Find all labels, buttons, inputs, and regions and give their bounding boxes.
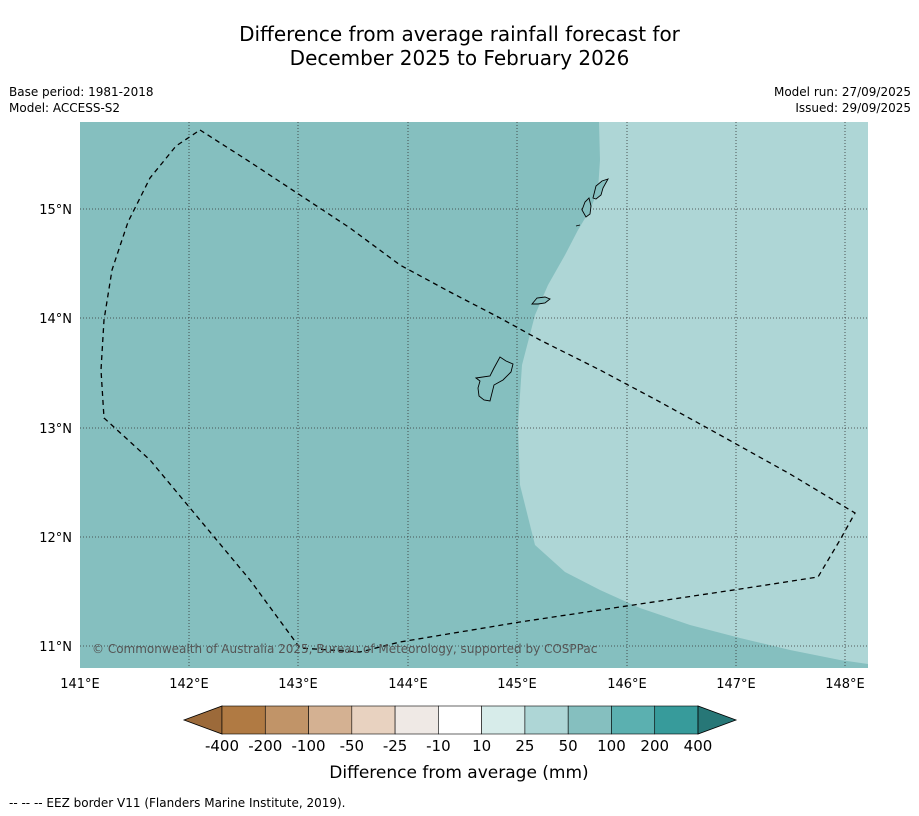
colorbar-tick-label: 50 — [559, 737, 578, 755]
colorbar-tick-label: 100 — [597, 737, 626, 755]
island-rota — [531, 296, 551, 305]
colorbar-tick-label: -50 — [340, 737, 365, 755]
colorbar-tick-label: 200 — [640, 737, 669, 755]
colorbar-tick-label: 400 — [684, 737, 713, 755]
colorbar-box — [611, 705, 656, 735]
island-guam — [474, 356, 514, 402]
island-saipan — [592, 178, 609, 200]
title-line-1: Difference from average rainfall forecas… — [239, 22, 680, 46]
colorbar-tick-label: -200 — [248, 737, 282, 755]
colorbar-box — [221, 705, 266, 735]
colorbar-box — [567, 705, 612, 735]
map-panel: © Commonwealth of Australia 2025, Bureau… — [80, 122, 868, 668]
colorbar-box — [394, 705, 439, 735]
base-period-label: Base period: 1981-2018 — [9, 85, 154, 99]
colorbar-box — [654, 705, 699, 735]
lon-tick-148: 148°E — [825, 677, 865, 692]
colorbar-box — [438, 705, 482, 735]
meta-right: Model run: 27/09/2025 Issued: 29/09/2025 — [774, 84, 911, 116]
lon-tick-labels: 141°E 142°E 143°E 144°E 145°E 146°E 147°… — [60, 677, 865, 692]
lon-tick-146: 146°E — [607, 677, 647, 692]
islands — [474, 178, 609, 402]
colorbar-labels: -400 -200 -100 -50 -25 -10 10 25 50 100 200 400 — [205, 737, 712, 755]
chart-title: Difference from average rainfall forecas… — [0, 22, 919, 70]
model-run-label: Model run: 27/09/2025 — [773, 85, 911, 99]
island-tinian — [581, 197, 592, 218]
lat-tick-labels: 15°N 14°N 13°N 12°N 11°N — [39, 203, 72, 655]
colorbar-tick-label: -400 — [205, 737, 239, 755]
lon-tick-147: 147°E — [716, 677, 756, 692]
lat-tick-14: 14°N — [39, 312, 72, 327]
colorbar-extend-high — [697, 705, 738, 735]
graticule — [80, 122, 868, 668]
copyright-notice: © Commonwealth of Australia 2025, Bureau… — [92, 642, 597, 656]
model-label: Model: ACCESS-S2 — [9, 101, 121, 115]
lon-tick-145: 145°E — [497, 677, 537, 692]
map-region-band-25-50 — [518, 122, 868, 664]
lat-tick-13: 13°N — [39, 422, 72, 437]
issued-label: Issued: 29/09/2025 — [795, 101, 911, 115]
lat-tick-12: 12°N — [39, 531, 72, 546]
colorbar-tick-label: 25 — [515, 737, 534, 755]
colorbar-tick-label: -10 — [426, 737, 451, 755]
colorbar-tick-label: 10 — [472, 737, 491, 755]
colorbar-box — [308, 705, 353, 735]
colorbar — [182, 705, 738, 735]
lat-tick-15: 15°N — [39, 203, 72, 218]
eez-border — [100, 129, 856, 653]
lon-tick-141: 141°E — [60, 677, 100, 692]
lon-tick-144: 144°E — [388, 677, 428, 692]
colorbar-extend-low — [182, 705, 223, 735]
colorbar-box — [524, 705, 569, 735]
colorbar-title: Difference from average (mm) — [329, 763, 588, 783]
colorbar-box — [481, 705, 526, 735]
eez-legend-note: -- -- -- EEZ border V11 (Flanders Marine… — [9, 796, 346, 810]
lat-tick-11: 11°N — [39, 640, 72, 655]
colorbar-box — [264, 705, 309, 735]
title-line-2: December 2025 to February 2026 — [289, 46, 630, 70]
colorbar-tick-label: -100 — [292, 737, 326, 755]
meta-left: Base period: 1981-2018 Model: ACCESS-S2 — [9, 84, 154, 116]
colorbar-box — [351, 705, 396, 735]
lon-tick-142: 142°E — [169, 677, 209, 692]
island-aguijan — [575, 224, 581, 227]
lon-tick-143: 143°E — [278, 677, 318, 692]
colorbar-tick-label: -25 — [383, 737, 408, 755]
